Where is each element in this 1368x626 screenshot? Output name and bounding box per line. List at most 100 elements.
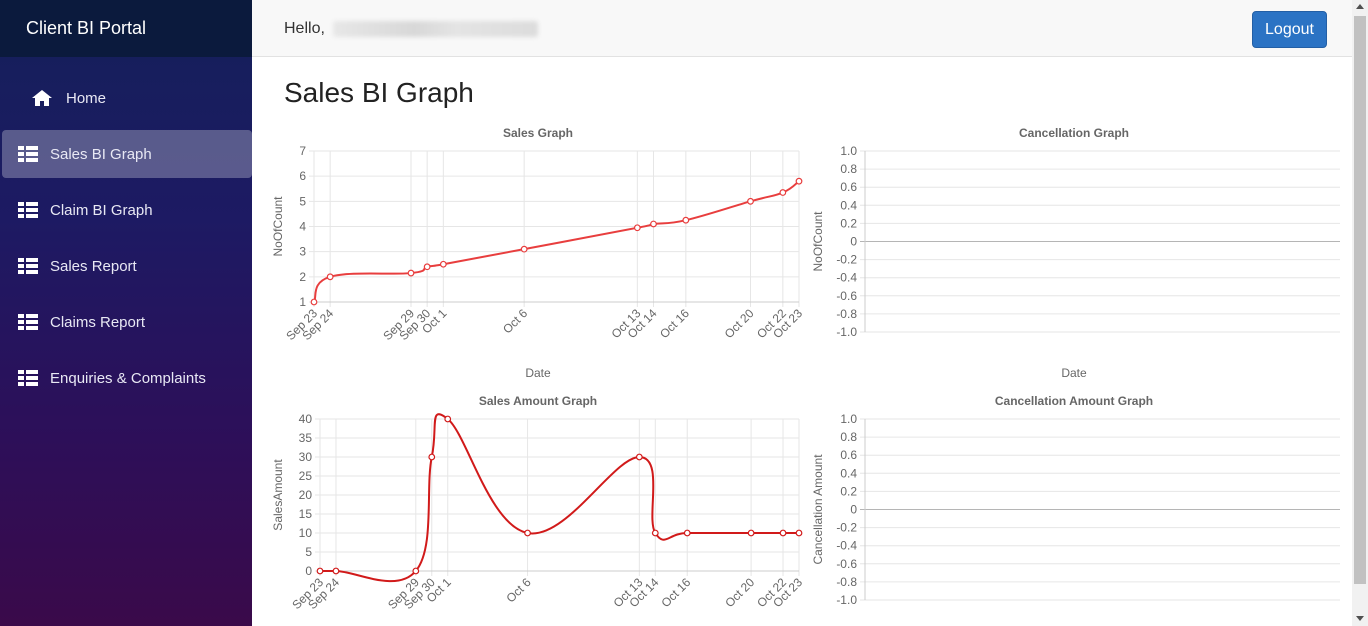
sidebar-item-label: Sales BI Graph: [50, 145, 152, 163]
y-tick-label: 35: [299, 431, 313, 445]
y-tick-label: 0: [305, 564, 312, 578]
y-tick-label: -0.4: [836, 539, 857, 553]
y-tick-label: 20: [299, 488, 313, 502]
y-tick-label: 1.0: [840, 412, 857, 426]
x-tick-label: Oct 20: [722, 575, 757, 610]
cancellation-amount-graph-svg: Cancellation Amount Graph Cancellation Am…: [811, 394, 1340, 607]
sidebar-item-home[interactable]: Home: [2, 74, 252, 122]
y-tick-label: -1.0: [836, 325, 857, 339]
data-point[interactable]: [779, 189, 787, 196]
y-tick-label: -0.2: [836, 521, 857, 535]
y-axis-label: NoOfCount: [271, 196, 285, 257]
data-point[interactable]: [747, 529, 755, 537]
y-tick-label: 3: [299, 245, 306, 259]
data-point[interactable]: [310, 298, 318, 306]
dashboard-icon: [18, 146, 38, 162]
greeting-label: Hello,: [284, 20, 325, 37]
sidebar-item-label: Enquiries & Complaints: [50, 369, 206, 387]
data-point[interactable]: [428, 453, 436, 461]
data-point[interactable]: [439, 260, 447, 268]
y-tick-label: 4: [299, 220, 306, 234]
data-point[interactable]: [635, 453, 643, 461]
data-point[interactable]: [412, 567, 420, 575]
sidebar-item-label: Sales Report: [50, 257, 137, 275]
data-point[interactable]: [316, 567, 324, 575]
data-point[interactable]: [683, 529, 691, 537]
y-axis-label: SalesAmount: [271, 459, 285, 531]
data-point[interactable]: [524, 529, 531, 537]
page-title: Sales BI Graph: [284, 77, 474, 108]
redacted-username: [333, 20, 539, 37]
x-tick-label: Oct 16: [658, 575, 693, 610]
sales-graph-chart: Sales Graph NoOfCount Date 1 2 3 4 5 6 7 Sep 23 Sep…: [268, 122, 808, 384]
data-point[interactable]: [682, 216, 690, 224]
y-tick-label: 0: [850, 235, 857, 249]
cancellation-graph-svg: Cancellation Graph NoOfCount Date 1.0 0.8 0.6…: [811, 126, 1340, 380]
top-bar: Hello, Logout: [252, 0, 1352, 57]
scrollbar-thumb[interactable]: [1354, 16, 1366, 584]
sidebar-item-claim-bi-graph[interactable]: Claim BI Graph: [2, 186, 252, 234]
dashboard-icon: [18, 314, 38, 330]
x-tick-label: Oct 6: [504, 575, 534, 605]
data-point[interactable]: [747, 197, 754, 205]
y-tick-label: 25: [299, 469, 313, 483]
y-tick-label: -0.8: [836, 307, 857, 321]
y-tick-label: 0.8: [840, 162, 857, 176]
sidebar: Client BI Portal Home Sales BI Graph Cla…: [0, 0, 252, 626]
y-tick-label: 10: [299, 526, 313, 540]
data-point[interactable]: [795, 529, 803, 537]
y-tick-label: -0.6: [836, 289, 857, 303]
dashboard-icon: [18, 202, 38, 218]
sidebar-item-sales-bi-graph[interactable]: Sales BI Graph: [2, 130, 252, 178]
sidebar-item-label: Claim BI Graph: [50, 201, 153, 219]
y-tick-label: 0.8: [840, 430, 857, 444]
y-tick-label: 40: [299, 412, 313, 426]
y-tick-label: -0.4: [836, 271, 857, 285]
y-tick-label: 6: [299, 169, 306, 183]
data-point[interactable]: [651, 529, 659, 537]
data-point[interactable]: [650, 220, 657, 228]
scroll-up-arrow-icon[interactable]: [1356, 4, 1364, 9]
y-tick-label: 0.4: [840, 466, 857, 480]
y-axis-label: NoOfCount: [811, 211, 825, 272]
greeting: Hello,: [284, 20, 539, 38]
cancellation-amount-graph-chart: Cancellation Amount Graph Cancellation Am…: [806, 390, 1346, 616]
y-tick-label: 0.2: [840, 216, 857, 230]
sidebar-item-label: Claims Report: [50, 313, 146, 331]
y-tick-label: 1.0: [840, 144, 857, 158]
y-tick-label: 0.6: [840, 180, 857, 194]
sidebar-item-claims-report[interactable]: Claims Report: [2, 298, 252, 346]
sidebar-item-label: Home: [66, 89, 107, 107]
sales-amount-graph-svg: Sales Amount Graph SalesAmount 0 5 10 15 20 25 3…: [271, 394, 805, 612]
data-point[interactable]: [407, 269, 415, 277]
y-axis-label: Cancellation Amount: [811, 454, 825, 565]
app-title: Client BI Portal: [0, 0, 252, 57]
sidebar-item-sales-report[interactable]: Sales Report: [2, 242, 252, 290]
x-axis-label: Date: [525, 366, 551, 380]
scroll-down-arrow-icon[interactable]: [1356, 616, 1364, 621]
series-line: [319, 413, 799, 583]
data-point[interactable]: [779, 529, 787, 537]
dashboard-icon: [18, 370, 38, 386]
x-tick-label: Oct 20: [722, 306, 757, 341]
data-point[interactable]: [326, 273, 334, 281]
data-point[interactable]: [332, 567, 340, 575]
data-point[interactable]: [795, 177, 803, 185]
y-tick-label: 15: [299, 507, 313, 521]
page-scrollbar[interactable]: [1352, 0, 1368, 626]
data-point[interactable]: [520, 245, 528, 253]
cancellation-graph-chart: Cancellation Graph NoOfCount Date 1.0 0.8 0.6…: [806, 122, 1346, 384]
data-point[interactable]: [444, 415, 452, 423]
y-tick-label: 0.4: [840, 198, 857, 212]
data-point[interactable]: [633, 224, 641, 232]
sidebar-item-enquiries-complaints[interactable]: Enquiries & Complaints: [2, 354, 252, 402]
y-tick-label: 7: [299, 144, 306, 158]
y-tick-label: 5: [299, 194, 306, 208]
y-tick-label: -0.8: [836, 575, 857, 589]
logout-button[interactable]: Logout: [1252, 11, 1327, 48]
home-icon: [32, 90, 52, 106]
y-tick-label: 0: [850, 503, 857, 517]
y-tick-label: 1: [299, 295, 306, 309]
data-point[interactable]: [423, 263, 431, 271]
